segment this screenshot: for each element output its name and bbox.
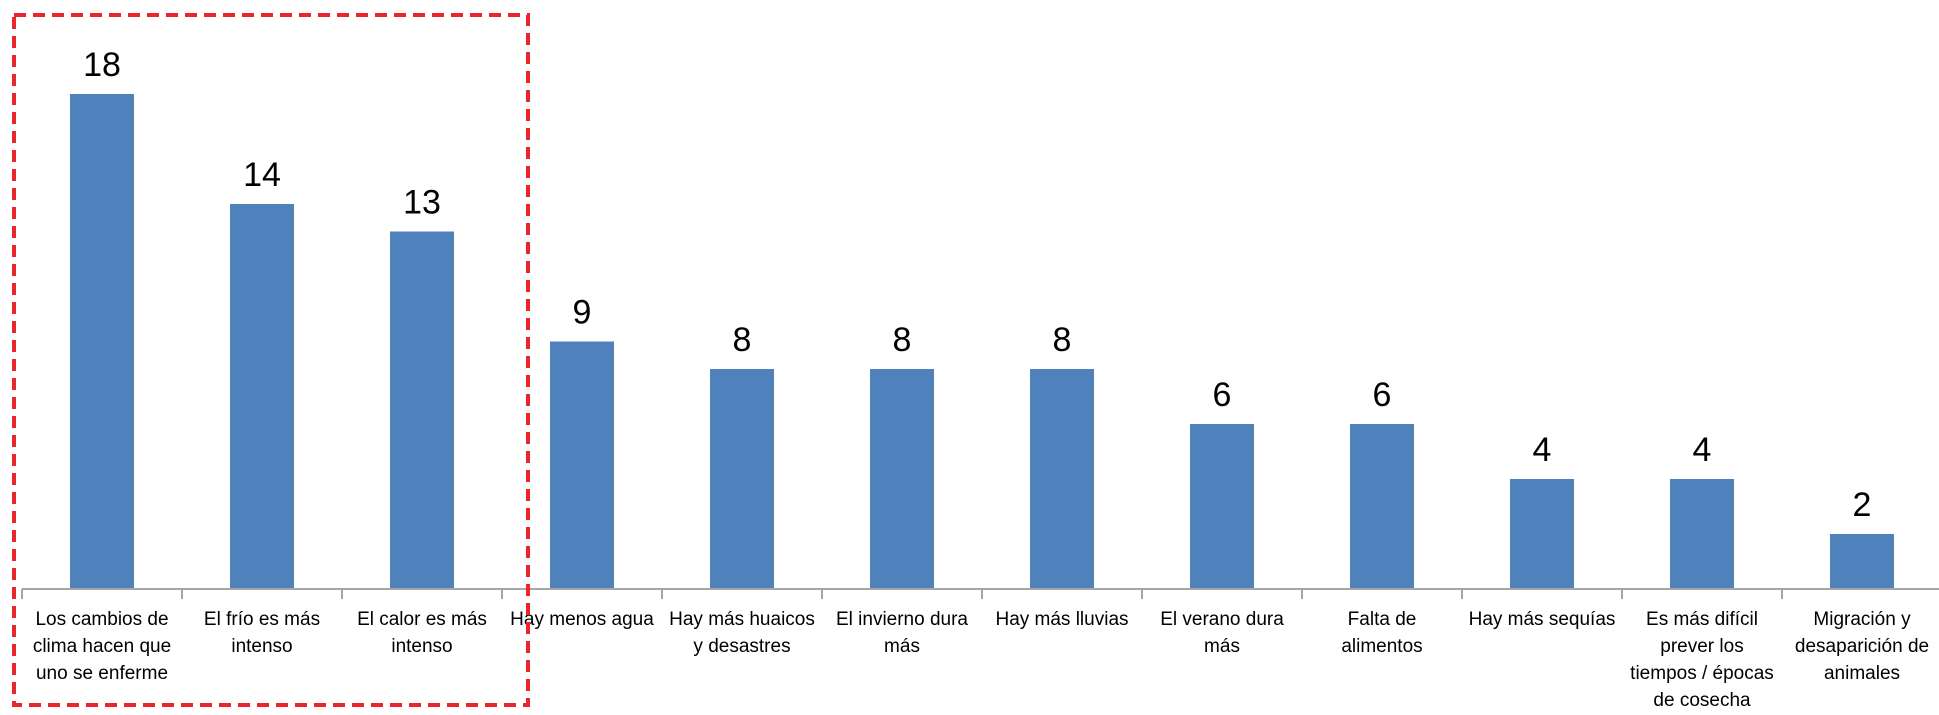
category-label-line: Hay menos agua xyxy=(510,609,654,630)
category-label-line: Los cambios de xyxy=(35,609,168,630)
category-label: Hay más sequías xyxy=(1469,609,1616,630)
category-label-line: tiempos / épocas xyxy=(1630,663,1774,684)
bar xyxy=(710,369,774,589)
bars-layer xyxy=(70,94,1894,589)
bar xyxy=(870,369,934,589)
category-label-line: de cosecha xyxy=(1653,690,1751,710)
data-label: 9 xyxy=(573,294,592,332)
category-label: El verano dura más xyxy=(1160,609,1284,657)
category-label-line: y desastres xyxy=(693,636,790,657)
category-label: Es más difícil prever los tiempos / épocas… xyxy=(1630,609,1774,710)
category-label-line: más xyxy=(1204,636,1240,657)
category-label: Falta de alimentos xyxy=(1341,609,1422,657)
bar xyxy=(1670,479,1734,589)
bar xyxy=(70,94,134,589)
data-label: 2 xyxy=(1853,486,1872,524)
category-label-line: El invierno dura xyxy=(836,609,968,630)
category-label-line: Hay más huaicos xyxy=(669,609,815,630)
category-label: El invierno dura más xyxy=(836,609,968,657)
category-label-line: Falta de xyxy=(1348,609,1417,630)
category-labels-layer: Los cambios de clima hacen que uno se enfe… xyxy=(33,609,1929,711)
data-label: 6 xyxy=(1373,376,1392,414)
bar xyxy=(1350,424,1414,589)
highlight-box xyxy=(12,13,530,707)
category-label-line: más xyxy=(884,636,920,657)
category-label: Hay más huaicos y desastres xyxy=(669,609,815,657)
category-label-line: animales xyxy=(1824,663,1900,684)
data-label: 14 xyxy=(243,156,281,194)
category-label-line: El verano dura xyxy=(1160,609,1284,630)
data-label: 6 xyxy=(1213,376,1232,414)
data-label: 4 xyxy=(1693,431,1712,469)
category-label: Hay menos agua xyxy=(510,609,654,630)
bar xyxy=(1190,424,1254,589)
category-label: Migración y desaparición de animales xyxy=(1795,609,1929,684)
bar xyxy=(1830,534,1894,589)
data-label: 18 xyxy=(83,46,121,84)
x-axis xyxy=(21,588,1939,599)
highlight-layer xyxy=(12,13,530,707)
category-label-line: prever los xyxy=(1660,636,1743,657)
category-label: El frío es más intenso xyxy=(204,609,320,657)
bar xyxy=(1030,369,1094,589)
bar xyxy=(1510,479,1574,589)
category-label-line: El frío es más xyxy=(204,609,320,630)
category-label-line: Es más difícil xyxy=(1646,609,1758,630)
category-label-line: Hay más sequías xyxy=(1469,609,1616,630)
category-label-line: intenso xyxy=(391,636,452,657)
bar xyxy=(390,231,454,589)
category-label-line: clima hacen que xyxy=(33,636,171,657)
data-label: 13 xyxy=(403,184,441,222)
category-label-line: uno se enferme xyxy=(36,663,168,684)
category-label-line: El calor es más xyxy=(357,609,487,630)
data-label: 4 xyxy=(1533,431,1552,469)
category-label-line: Migración y xyxy=(1813,609,1911,630)
data-label: 8 xyxy=(733,321,752,359)
category-label-line: alimentos xyxy=(1341,636,1422,657)
category-label: El calor es más intenso xyxy=(357,609,487,657)
bar xyxy=(230,204,294,589)
category-label-line: Hay más lluvias xyxy=(995,609,1128,630)
category-label-line: intenso xyxy=(231,636,292,657)
category-label: Los cambios de clima hacen que uno se enfe… xyxy=(33,609,171,684)
bar xyxy=(550,341,614,589)
category-label-line: desaparición de xyxy=(1795,636,1929,657)
category-label: Hay más lluvias xyxy=(995,609,1128,630)
data-label: 8 xyxy=(893,321,912,359)
data-label: 8 xyxy=(1053,321,1072,359)
data-labels-layer: 18 14 13 9 8 8 8 6 6 4 4 2 xyxy=(83,46,1871,524)
